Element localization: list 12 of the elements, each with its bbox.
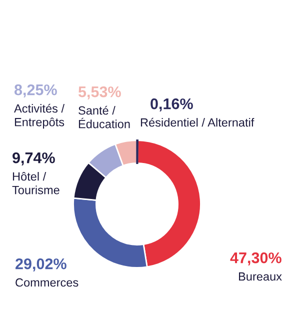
- slice-label: Activités / Entrepôts: [14, 104, 65, 129]
- data-label: 0,16%: [150, 98, 193, 112]
- data-label: 8,25%: [14, 84, 57, 98]
- slice-label: Hôtel / Tourisme: [12, 172, 60, 194]
- data-label: 9,74%: [12, 152, 55, 166]
- data-label: 5,53%: [78, 86, 121, 100]
- slice-label: Santé / Éducation: [78, 106, 130, 128]
- data-label: 47,30%: [230, 252, 282, 266]
- slice-label: Bureaux: [239, 272, 282, 281]
- slice-label: Résidentiel / Alternatif: [140, 118, 254, 127]
- slice-label: Commerces: [16, 278, 78, 287]
- data-label: 29,02%: [16, 258, 66, 272]
